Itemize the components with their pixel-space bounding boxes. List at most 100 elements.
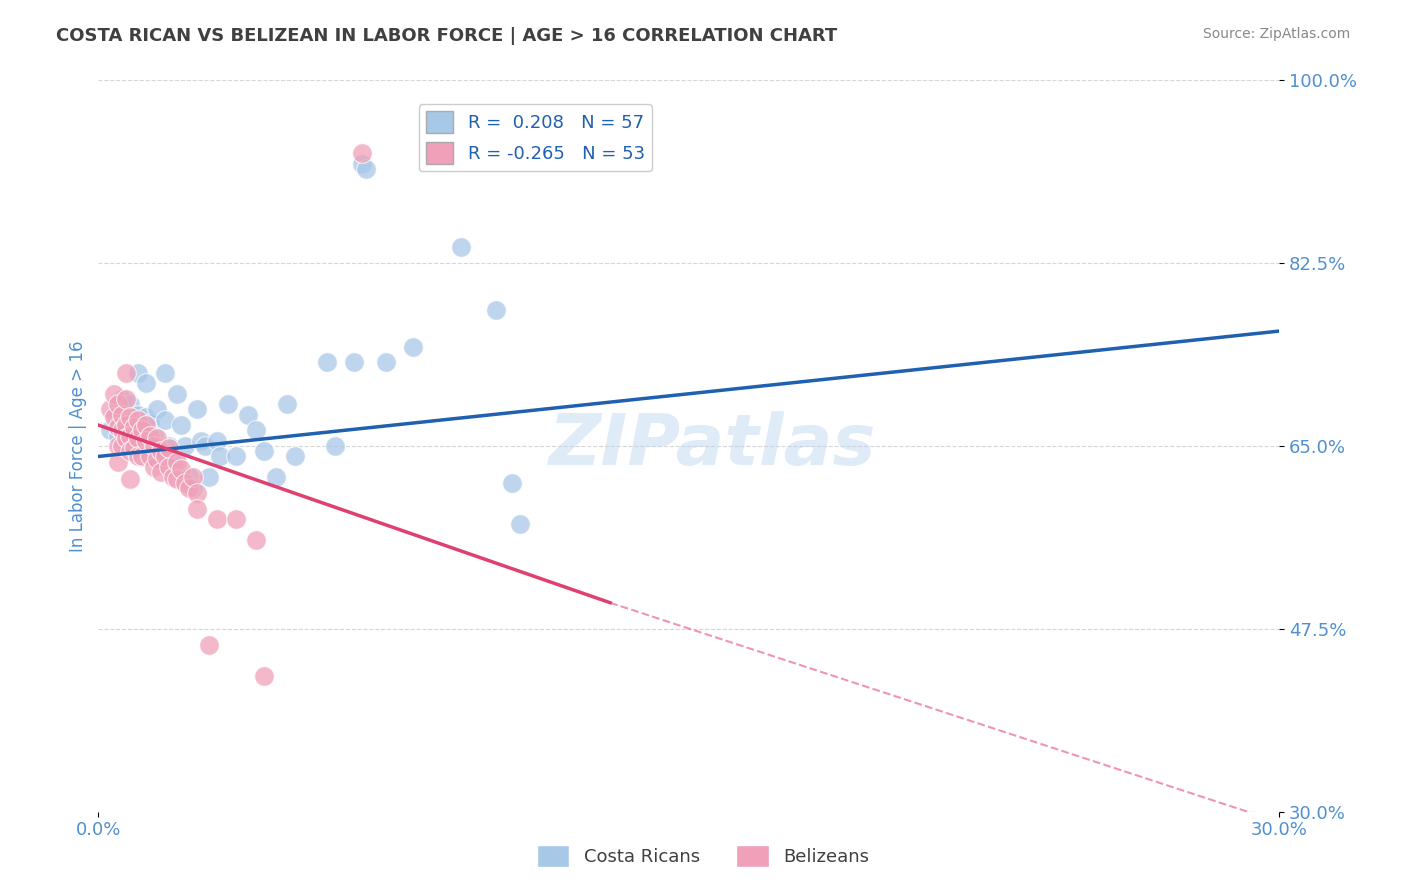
Point <box>107 420 129 434</box>
Point <box>131 450 153 464</box>
Point <box>146 451 169 466</box>
Point <box>146 431 169 445</box>
Point <box>138 416 160 430</box>
Point <box>264 470 287 484</box>
Point <box>352 146 374 161</box>
Point <box>135 434 157 448</box>
Point <box>162 455 184 469</box>
Point <box>343 355 366 369</box>
Point <box>118 431 141 445</box>
Point <box>162 470 184 484</box>
Point <box>142 428 165 442</box>
Point <box>115 366 138 380</box>
Point <box>155 450 177 464</box>
Point <box>323 439 346 453</box>
Point <box>186 486 208 500</box>
Point <box>253 669 276 683</box>
Point <box>155 366 177 380</box>
Point <box>194 439 217 453</box>
Point <box>284 450 307 464</box>
Point <box>122 441 145 455</box>
Point <box>142 439 165 453</box>
Point <box>131 423 153 437</box>
Point <box>103 409 125 424</box>
Point <box>155 413 177 427</box>
Point <box>170 418 193 433</box>
Point <box>157 459 180 474</box>
Point <box>98 402 121 417</box>
Point <box>118 444 141 458</box>
Point <box>107 455 129 469</box>
Point <box>225 512 247 526</box>
Point <box>181 481 204 495</box>
Point <box>217 397 239 411</box>
Point <box>138 450 160 464</box>
Point <box>107 439 129 453</box>
Point <box>111 439 134 453</box>
Point <box>122 420 145 434</box>
Point <box>354 162 377 177</box>
Y-axis label: In Labor Force | Age > 16: In Labor Force | Age > 16 <box>69 340 87 552</box>
Point <box>166 386 188 401</box>
Legend: R =  0.208   N = 57, R = -0.265   N = 53: R = 0.208 N = 57, R = -0.265 N = 53 <box>419 104 652 171</box>
Point <box>253 444 276 458</box>
Point <box>138 428 160 442</box>
Point <box>111 416 134 430</box>
Point <box>127 431 149 445</box>
Point <box>118 428 141 442</box>
Point <box>115 431 138 445</box>
Point <box>177 470 200 484</box>
Point <box>131 441 153 455</box>
Point <box>157 439 180 453</box>
Point <box>501 475 523 490</box>
Point <box>209 450 232 464</box>
Point <box>118 472 141 486</box>
Point <box>166 455 188 469</box>
Point <box>402 340 425 354</box>
Text: ZIPatlas: ZIPatlas <box>548 411 876 481</box>
Point <box>157 441 180 455</box>
Point <box>236 408 259 422</box>
Point <box>245 423 267 437</box>
Point <box>127 413 149 427</box>
Point <box>111 408 134 422</box>
Point <box>174 475 197 490</box>
Point <box>205 434 228 448</box>
Point <box>122 441 145 455</box>
Legend: Costa Ricans, Belizeans: Costa Ricans, Belizeans <box>530 838 876 874</box>
Point <box>115 434 138 448</box>
Point <box>205 512 228 526</box>
Point <box>509 517 531 532</box>
Point <box>352 157 374 171</box>
Point <box>276 397 298 411</box>
Point <box>186 501 208 516</box>
Point <box>146 439 169 453</box>
Point <box>135 409 157 424</box>
Point <box>111 392 134 406</box>
Point <box>138 434 160 448</box>
Point <box>245 533 267 547</box>
Point <box>111 423 134 437</box>
Point <box>103 408 125 422</box>
Point <box>115 420 138 434</box>
Point <box>150 465 173 479</box>
Point <box>450 240 472 254</box>
Point <box>485 303 508 318</box>
Point <box>115 418 138 433</box>
Point <box>127 450 149 464</box>
Point <box>98 423 121 437</box>
Text: COSTA RICAN VS BELIZEAN IN LABOR FORCE | AGE > 16 CORRELATION CHART: COSTA RICAN VS BELIZEAN IN LABOR FORCE |… <box>56 27 838 45</box>
Point <box>197 470 219 484</box>
Point <box>170 462 193 476</box>
Point <box>174 439 197 453</box>
Point <box>135 418 157 433</box>
Point <box>181 470 204 484</box>
Point <box>374 355 396 369</box>
Text: Source: ZipAtlas.com: Source: ZipAtlas.com <box>1202 27 1350 41</box>
Point <box>225 450 247 464</box>
Point <box>131 423 153 437</box>
Point <box>146 402 169 417</box>
Point <box>127 408 149 422</box>
Point <box>103 386 125 401</box>
Point <box>142 459 165 474</box>
